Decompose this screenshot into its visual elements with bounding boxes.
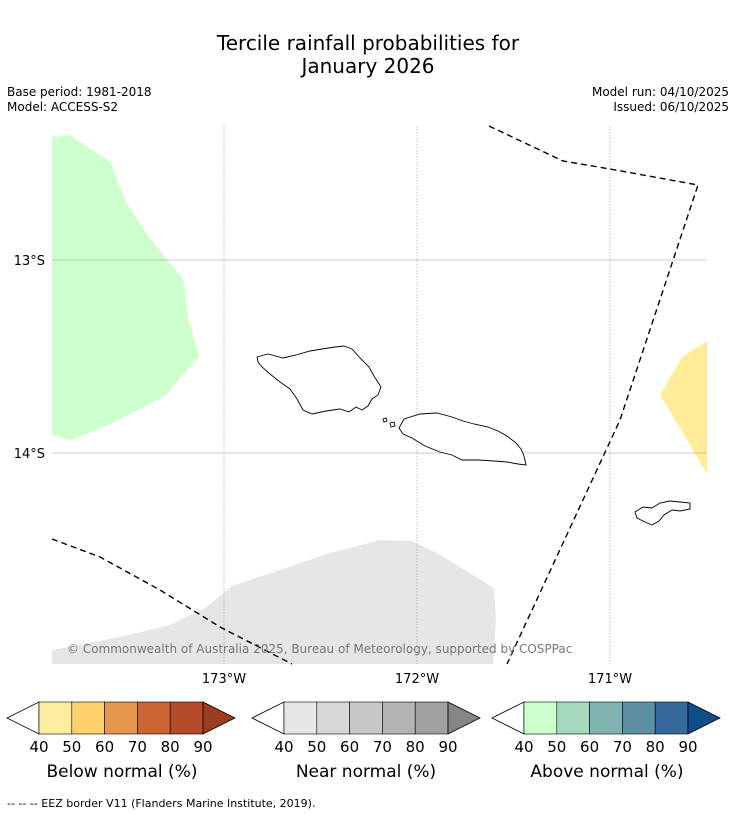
above-normal-40-50-region (52, 135, 199, 440)
colorbar-below-tick: 80 (161, 738, 180, 756)
lon-label-172w: 172°W (395, 672, 439, 687)
copyright-notice: © Commonwealth of Australia 2025, Bureau… (67, 642, 572, 656)
colorbar-near-tick: 60 (340, 738, 359, 756)
colorbar-above-segment (556, 701, 590, 735)
colorbar-above-tick: 90 (678, 738, 697, 756)
colorbar-near-segment (316, 701, 350, 735)
colorbar-near-tick: 80 (406, 738, 425, 756)
colorbar-above-high-extend (687, 701, 721, 735)
colorbar-near: 40 50 60 70 80 90 (251, 701, 481, 756)
colorbar-below-low-extend (6, 701, 40, 735)
colorbar-near-label: Near normal (%) (295, 762, 437, 782)
colorbar-below-label: Below normal (%) (46, 762, 198, 782)
colorbar-above-segment (589, 701, 623, 735)
colorbar-above-low-extend (491, 701, 525, 735)
chart-title: Tercile rainfall probabilities for Janua… (0, 32, 736, 78)
tutuila-island (634, 500, 691, 526)
title-line-1: Tercile rainfall probabilities for (216, 31, 520, 55)
colorbar-below-segment (104, 701, 138, 735)
colorbar-below-segment (137, 701, 171, 735)
lat-label-13s: 13°S (14, 254, 45, 269)
colorbar-above: 40 50 60 70 80 90 (491, 701, 721, 756)
colorbar-above-tick: 80 (646, 738, 665, 756)
colorbar-near-tick: 40 (274, 738, 293, 756)
colorbar-below-tick: 90 (193, 738, 212, 756)
base-period: Base period: 1981-2018 (7, 85, 152, 99)
colorbar-near-tick: 50 (307, 738, 326, 756)
eez-legend-note: -- -- -- EEZ border V11 (Flanders Marine… (7, 797, 316, 810)
islands (256, 345, 691, 526)
colorbar-below-tick: 40 (29, 738, 48, 756)
colorbar-below-tick: 50 (62, 738, 81, 756)
colorbar-below-tick: 60 (95, 738, 114, 756)
colorbar-above-tick: 60 (580, 738, 599, 756)
manono-island (389, 421, 396, 428)
colorbar-near-low-extend (251, 701, 285, 735)
colorbar-below: 40 50 60 70 80 90 (6, 701, 236, 756)
colorbar-above-segment (654, 701, 689, 735)
colorbar-above-tick: 50 (547, 738, 566, 756)
near-normal-40-50-region (52, 540, 496, 664)
colorbar-below-high-extend (202, 701, 236, 735)
meta-left: Base period: 1981-2018 Model: ACCESS-S2 (7, 85, 152, 115)
colorbar-below-segment (38, 701, 73, 735)
colorbar-below-segment (169, 701, 204, 735)
colorbar-above-label: Above normal (%) (530, 762, 684, 782)
model-name: Model: ACCESS-S2 (7, 100, 119, 114)
meta-right: Model run: 04/10/2025 Issued: 06/10/2025 (592, 85, 729, 115)
map: 13°S 14°S 173°W 172°W 171°W © Commonweal… (14, 125, 707, 687)
title-line-2: January 2026 (301, 54, 435, 78)
gridlines (52, 126, 707, 664)
colorbar-above-tick: 70 (613, 738, 632, 756)
apolima-island (382, 417, 388, 423)
colorbar-near-high-extend (447, 701, 481, 735)
upolu-island (398, 412, 527, 466)
colorbar-below-tick: 70 (128, 738, 147, 756)
colorbar-above-tick: 40 (514, 738, 533, 756)
below-normal-40-50-region (660, 341, 707, 474)
eez-border-east (488, 125, 699, 665)
colorbar-near-segment (283, 701, 318, 735)
lat-label-14s: 14°S (14, 447, 45, 462)
lon-label-173w: 173°W (202, 672, 246, 687)
eez-border-southwest (51, 538, 293, 665)
colorbar-near-tick: 90 (438, 738, 457, 756)
colorbar-above-segment (622, 701, 656, 735)
colorbar-above-segment (523, 701, 558, 735)
colorbar-below-segment (71, 701, 105, 735)
colorbar-near-tick: 70 (373, 738, 392, 756)
lon-label-171w: 171°W (588, 672, 632, 687)
colorbar-near-segment (414, 701, 449, 735)
issued-date: Issued: 06/10/2025 (613, 100, 729, 114)
colorbar-near-segment (349, 701, 383, 735)
colorbar-near-segment (382, 701, 416, 735)
model-run: Model run: 04/10/2025 (591, 85, 729, 99)
eez-border (51, 125, 699, 665)
savaii-island (256, 345, 382, 415)
